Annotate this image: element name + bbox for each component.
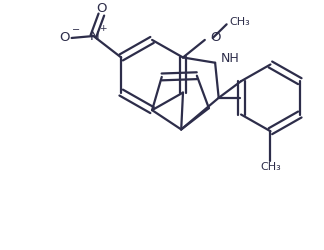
Text: −: − bbox=[72, 25, 80, 35]
Text: O: O bbox=[210, 32, 220, 44]
Text: O: O bbox=[96, 2, 107, 15]
Text: CH₃: CH₃ bbox=[230, 17, 250, 27]
Text: +: + bbox=[98, 24, 106, 33]
Text: O: O bbox=[59, 32, 70, 44]
Text: CH₃: CH₃ bbox=[260, 162, 281, 172]
Text: NH: NH bbox=[221, 52, 240, 65]
Text: N: N bbox=[89, 30, 99, 43]
